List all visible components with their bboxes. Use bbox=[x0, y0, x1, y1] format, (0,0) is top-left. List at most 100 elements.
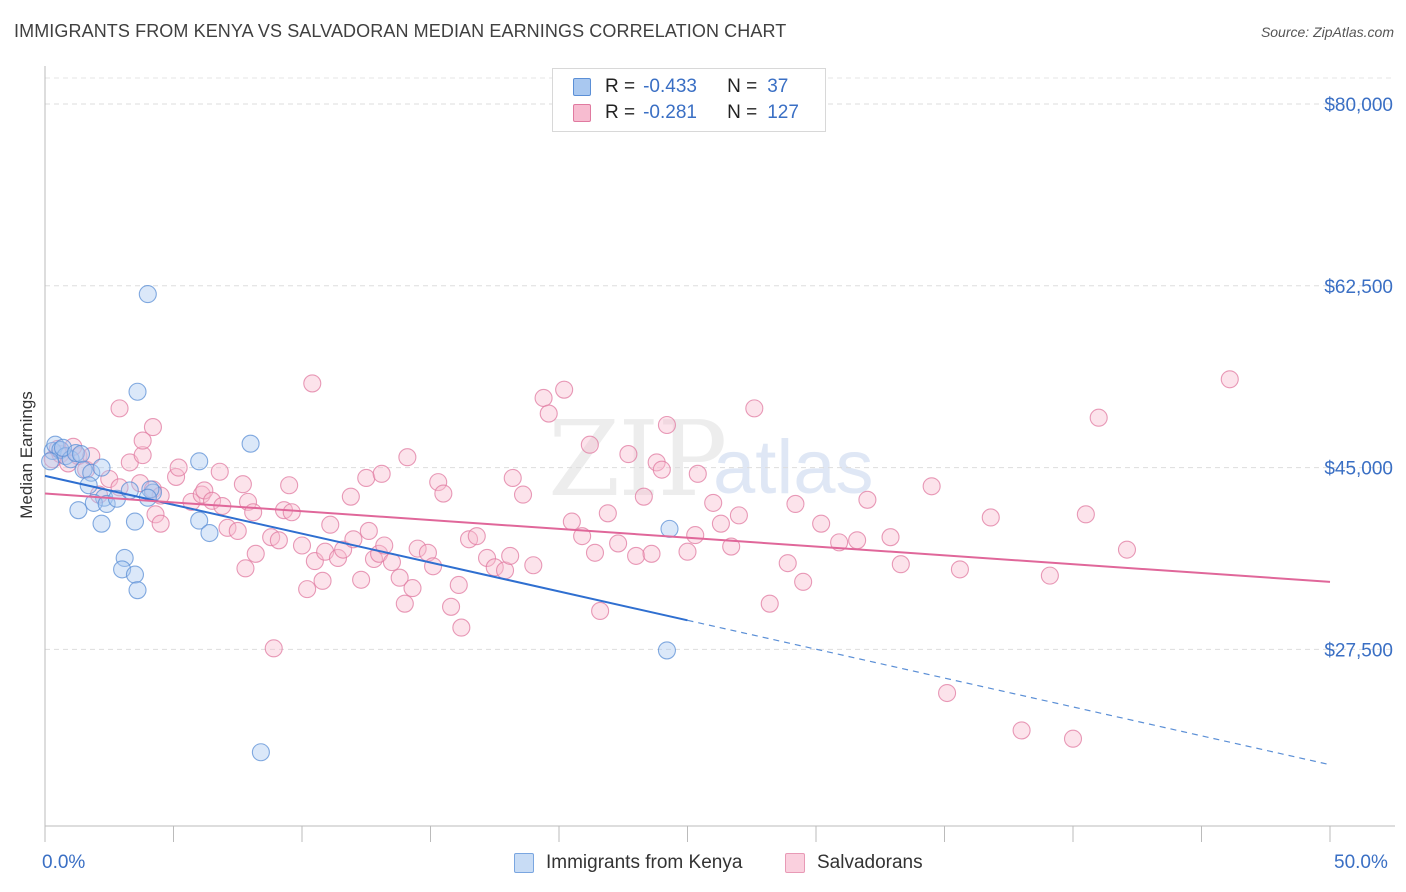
salvadoran-point bbox=[729, 506, 748, 525]
chart-title: IMMIGRANTS FROM KENYA VS SALVADORAN MEDI… bbox=[14, 21, 787, 41]
salvadoran-point bbox=[352, 570, 371, 589]
salvadoran-point bbox=[449, 575, 468, 595]
watermark-zip: ZIP bbox=[548, 398, 727, 520]
salvadoran-point bbox=[110, 399, 129, 418]
kenya-point bbox=[71, 445, 91, 464]
kenya-point bbox=[92, 514, 111, 533]
kenya-point bbox=[92, 458, 111, 477]
salvadoran-legend-label: Salvadorans bbox=[817, 852, 923, 873]
kenya-point bbox=[125, 512, 144, 531]
salvadoran-point bbox=[133, 431, 152, 450]
kenya-point bbox=[128, 581, 147, 600]
salvadoran-trend-line bbox=[44, 492, 1331, 583]
kenya-point bbox=[66, 443, 85, 463]
salvadoran-point bbox=[598, 504, 617, 523]
salvadoran-point bbox=[146, 505, 165, 524]
salvadoran-point bbox=[678, 542, 697, 561]
y-tick-label: $62,500 bbox=[1324, 277, 1393, 298]
salvadoran-point bbox=[195, 481, 214, 500]
kenya-point bbox=[200, 523, 219, 543]
salvadoran-point bbox=[657, 415, 676, 435]
salvadoran-point bbox=[652, 460, 671, 479]
salvadoran-point bbox=[760, 594, 779, 613]
salvadoran-point bbox=[292, 536, 312, 555]
salvadoran-point bbox=[580, 435, 599, 454]
salvadoran-point bbox=[429, 473, 448, 492]
source-label: Source: ZipAtlas.com bbox=[1260, 24, 1394, 40]
salvadoran-point bbox=[627, 546, 646, 565]
kenya-point bbox=[657, 641, 676, 660]
salvadoran-point bbox=[573, 527, 592, 546]
y-tick-label: $27,500 bbox=[1324, 640, 1393, 661]
salvadoran-point bbox=[282, 503, 301, 522]
salvadoran-point bbox=[555, 380, 574, 399]
salvadoran-point bbox=[424, 557, 443, 576]
salvadoran-point bbox=[585, 543, 605, 562]
salvadoran-point bbox=[303, 374, 322, 393]
kenya-point bbox=[138, 285, 157, 304]
salvadoran-point bbox=[858, 490, 877, 509]
kenya-legend-swatch bbox=[514, 853, 534, 873]
kenya-point bbox=[41, 452, 60, 471]
salvadoran-point bbox=[233, 475, 252, 494]
kenya-point bbox=[660, 519, 679, 538]
salvadoran-point bbox=[218, 518, 237, 537]
salvadoran-point bbox=[609, 534, 628, 553]
salvadoran-point bbox=[830, 533, 849, 552]
salvadoran-point bbox=[950, 560, 969, 579]
r-label: R = bbox=[605, 76, 636, 97]
salvadoran-point bbox=[794, 572, 813, 591]
salvadoran-point bbox=[236, 559, 255, 578]
salvadoran-point bbox=[1076, 505, 1095, 524]
salvadoran-point bbox=[434, 484, 453, 503]
salvadoran-point bbox=[686, 526, 705, 545]
kenya-trend-extension bbox=[687, 619, 1331, 766]
salvadoran-point bbox=[981, 508, 1000, 527]
salvadoran-point bbox=[143, 418, 162, 437]
salvadoran-point bbox=[619, 445, 638, 464]
correlation-legend: R = -0.433 N = 37 R = -0.281 N = 127 bbox=[552, 68, 826, 132]
kenya-point bbox=[84, 493, 103, 512]
kenya-legend-label: Immigrants from Kenya bbox=[546, 852, 743, 873]
legend-item-salvadoran: Salvadorans bbox=[785, 852, 923, 874]
salvadoran-point bbox=[485, 558, 504, 577]
salvadoran-point bbox=[246, 544, 265, 563]
salvadoran-point bbox=[403, 579, 422, 598]
salvadoran-swatch bbox=[573, 104, 591, 122]
kenya-swatch bbox=[573, 78, 591, 96]
salvadoran-point bbox=[228, 521, 247, 541]
r-label: R = bbox=[605, 102, 636, 123]
legend-row-kenya: R = -0.433 N = 37 bbox=[573, 75, 788, 99]
salvadoran-point bbox=[442, 597, 461, 616]
salvadoran-point bbox=[408, 539, 427, 558]
salvadoran-point bbox=[1220, 370, 1239, 389]
salvadoran-point bbox=[169, 458, 188, 477]
kenya-point bbox=[128, 382, 147, 401]
salvadoran-point bbox=[503, 468, 522, 488]
salvadoran-point bbox=[786, 494, 805, 513]
salvadoran-point bbox=[848, 531, 867, 550]
kenya-point bbox=[125, 565, 144, 584]
salvadoran-point bbox=[467, 527, 486, 546]
salvadoran-point bbox=[182, 492, 201, 511]
salvadoran-point bbox=[151, 514, 170, 533]
kenya-point bbox=[115, 548, 134, 568]
kenya-point bbox=[241, 434, 260, 453]
salvadoran-point bbox=[357, 468, 376, 488]
salvadoran-point bbox=[341, 487, 360, 506]
salvadoran-point bbox=[539, 404, 558, 423]
salvadoran-point bbox=[501, 546, 520, 565]
salvadoran-point bbox=[922, 477, 941, 496]
salvadoran-point bbox=[280, 476, 299, 495]
salvadoran-point bbox=[298, 580, 317, 599]
salvadoran-point bbox=[390, 568, 409, 587]
salvadoran-point bbox=[375, 536, 394, 555]
x-tick-label-min: 0.0% bbox=[42, 852, 86, 873]
salvadoran-point bbox=[395, 594, 414, 613]
r-value: -0.281 bbox=[643, 102, 697, 123]
legend-item-kenya: Immigrants from Kenya bbox=[514, 852, 742, 874]
salvadoran-point bbox=[778, 554, 797, 573]
salvadoran-point bbox=[938, 683, 957, 703]
salvadoran-point bbox=[534, 388, 553, 408]
kenya-point bbox=[190, 511, 209, 530]
